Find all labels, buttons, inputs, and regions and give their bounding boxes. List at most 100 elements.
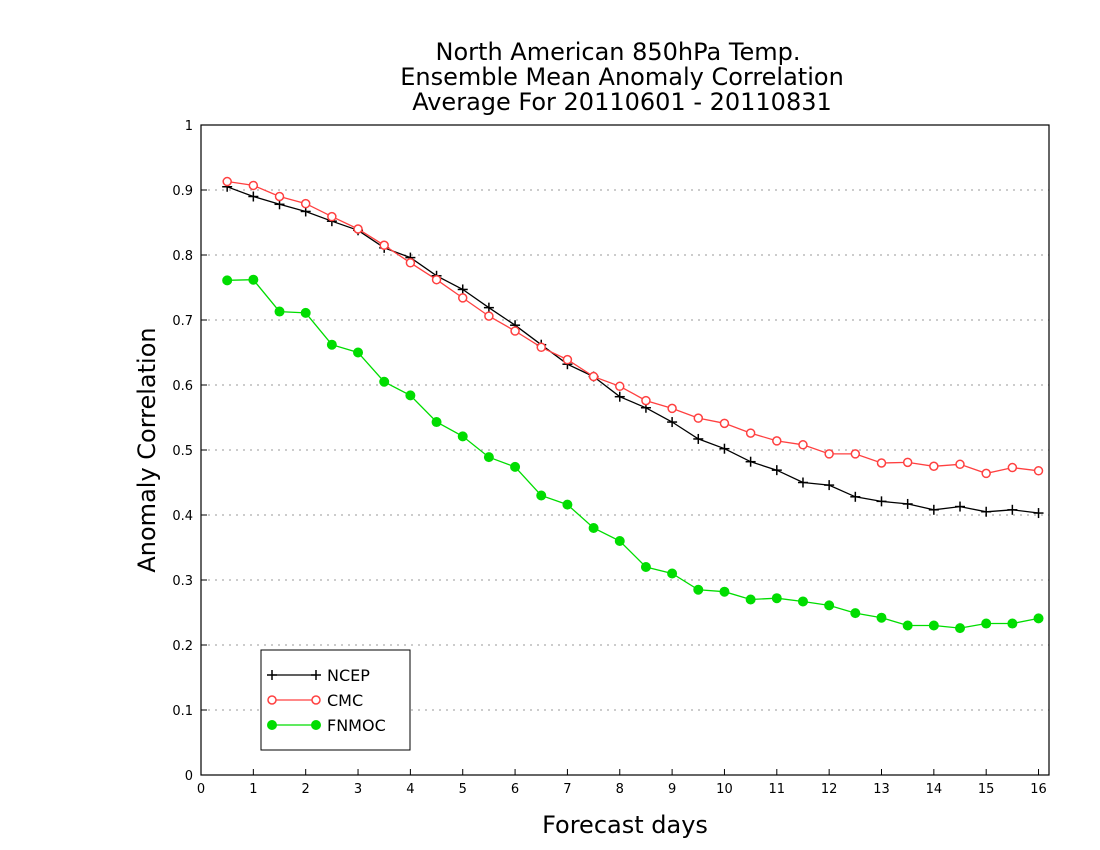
ncep-point	[719, 443, 730, 454]
fnmoc-point	[614, 536, 625, 546]
cmc-point	[929, 461, 939, 471]
cmc-point	[562, 354, 573, 365]
cmc-point	[772, 436, 782, 446]
cmc-point	[405, 258, 416, 268]
gridlines	[201, 189, 1049, 711]
cmc-point	[222, 176, 232, 187]
ncep-point	[667, 417, 678, 428]
fnmoc-point	[1007, 618, 1018, 629]
ncep-point	[614, 391, 625, 402]
x-tick-label: 7	[563, 782, 571, 797]
chart-title: North American 850hPa Temp. Ensemble Mea…	[400, 38, 844, 116]
fnmoc-point	[326, 339, 337, 350]
legend-marker	[267, 695, 277, 705]
legend-item-ncep: NCEP	[267, 666, 370, 685]
fnmoc-point	[1033, 613, 1044, 624]
ncep-point	[928, 504, 939, 515]
title-line-1: North American 850hPa Temp.	[436, 38, 801, 66]
fnmoc-point	[536, 490, 547, 501]
ncep-point	[850, 491, 861, 502]
cmc-point	[850, 449, 861, 459]
x-tick-label: 10	[716, 782, 733, 797]
fnmoc-point	[457, 431, 468, 442]
cmc-point	[379, 240, 389, 250]
fnmoc-point	[431, 417, 442, 428]
fnmoc-point	[928, 620, 939, 631]
ncep-point	[457, 284, 468, 295]
y-tick-label: 0	[185, 769, 193, 784]
fnmoc-line	[227, 279, 1039, 629]
x-tick-label: 9	[668, 782, 676, 797]
ncep-point	[902, 498, 913, 509]
y-axis-label: Anomaly Correlation	[133, 327, 161, 572]
legend-item-fnmoc: FNMOC	[267, 716, 386, 735]
fnmoc-point	[771, 593, 782, 604]
fnmoc-point	[850, 608, 861, 619]
cmc-line	[227, 180, 1039, 475]
x-tick-label: 1	[249, 782, 257, 797]
fnmoc-point	[981, 618, 992, 629]
x-tick-label: 3	[354, 782, 362, 797]
fnmoc-point	[274, 306, 285, 317]
cmc-point	[824, 449, 834, 459]
x-tick-label: 6	[511, 782, 519, 797]
x-tick-label: 13	[873, 782, 890, 797]
cmc-point	[588, 371, 599, 382]
ncep-point	[876, 496, 887, 507]
x-tick-label: 16	[1030, 782, 1047, 797]
cmc-point	[300, 198, 311, 209]
fnmoc-point	[902, 620, 913, 631]
axis-ticks	[200, 124, 1040, 776]
ncep-point	[1033, 508, 1044, 519]
x-tick-label: 15	[978, 782, 995, 797]
legend-marker	[311, 670, 321, 680]
ncep-point	[248, 191, 259, 202]
cmc-point	[1033, 466, 1044, 476]
y-tick-label: 0.3	[172, 574, 193, 589]
y-axis-tick-labels: 0 0.1 0.2 0.3 0.4 0.5 0.6 0.7 0.8 0.9 1	[172, 119, 193, 784]
y-tick-label: 0.2	[172, 639, 193, 654]
series-fnmoc	[222, 274, 1044, 634]
ncep-point	[797, 477, 808, 488]
cmc-point	[641, 395, 651, 406]
fnmoc-point	[483, 452, 494, 463]
cmc-point	[431, 274, 442, 285]
ncep-point	[745, 456, 756, 467]
legend-marker	[267, 670, 277, 680]
cmc-point	[484, 311, 494, 321]
y-tick-label: 0.6	[172, 379, 193, 394]
ncep-point	[981, 506, 992, 517]
ncep-point	[693, 433, 704, 444]
cmc-point	[981, 468, 991, 479]
ncep-point	[771, 465, 782, 476]
x-tick-label: 4	[406, 782, 414, 797]
title-line-3: Average For 20110601 - 20110831	[412, 88, 832, 116]
y-tick-label: 0.5	[172, 444, 193, 459]
cmc-point	[457, 293, 468, 303]
series-cmc	[222, 176, 1044, 479]
x-axis-label: Forecast days	[542, 811, 708, 839]
cmc-point	[274, 191, 285, 202]
legend-marker	[311, 720, 321, 730]
x-tick-label: 2	[302, 782, 310, 797]
cmc-point	[745, 428, 756, 438]
fnmoc-point	[667, 568, 678, 579]
legend: NCEP CMC FNMOC	[260, 649, 411, 751]
y-tick-label: 0.1	[172, 704, 193, 719]
cmc-point	[876, 458, 887, 468]
series-ncep	[222, 181, 1044, 519]
cmc-point	[536, 342, 546, 353]
fnmoc-point	[248, 274, 259, 285]
fnmoc-point	[693, 584, 704, 595]
y-tick-label: 1	[185, 119, 193, 134]
fnmoc-point	[955, 623, 966, 634]
cmc-point	[510, 326, 520, 336]
fnmoc-point	[824, 600, 835, 611]
cmc-point	[1007, 462, 1018, 473]
cmc-point	[615, 381, 625, 392]
cmc-point	[955, 459, 965, 470]
x-tick-label: 12	[821, 782, 838, 797]
fnmoc-point	[876, 612, 887, 623]
fnmoc-point	[510, 461, 521, 472]
